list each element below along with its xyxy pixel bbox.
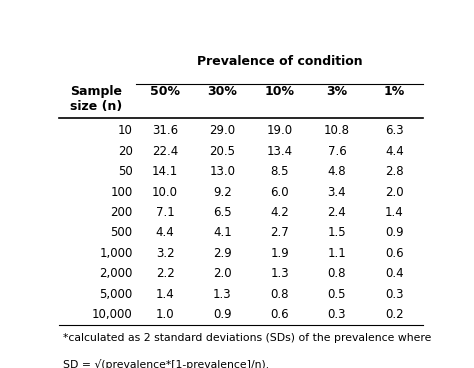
Text: 2.7: 2.7 [270, 226, 289, 239]
Text: 14.1: 14.1 [152, 165, 178, 178]
Text: 100: 100 [110, 185, 133, 199]
Text: 22.4: 22.4 [152, 145, 178, 158]
Text: 3%: 3% [327, 85, 347, 98]
Text: 0.5: 0.5 [328, 287, 346, 301]
Text: 4.2: 4.2 [270, 206, 289, 219]
Text: 2.0: 2.0 [385, 185, 403, 199]
Text: Sample
size (n): Sample size (n) [70, 85, 122, 113]
Text: 29.0: 29.0 [210, 124, 236, 137]
Text: 31.6: 31.6 [152, 124, 178, 137]
Text: 4.4: 4.4 [385, 145, 404, 158]
Text: 8.5: 8.5 [270, 165, 289, 178]
Text: 6.3: 6.3 [385, 124, 403, 137]
Text: 20: 20 [118, 145, 133, 158]
Text: 1.5: 1.5 [328, 226, 346, 239]
Text: 0.3: 0.3 [385, 287, 403, 301]
Text: SD = √(prevalence*[1-prevalence]/n).: SD = √(prevalence*[1-prevalence]/n). [63, 359, 269, 368]
Text: 0.3: 0.3 [328, 308, 346, 321]
Text: *calculated as 2 standard deviations (SDs) of the prevalence where: *calculated as 2 standard deviations (SD… [63, 333, 431, 343]
Text: 50%: 50% [150, 85, 180, 98]
Text: 5,000: 5,000 [100, 287, 133, 301]
Text: 0.6: 0.6 [385, 247, 403, 260]
Text: 1.3: 1.3 [213, 287, 232, 301]
Text: 6.5: 6.5 [213, 206, 232, 219]
Text: 0.8: 0.8 [328, 267, 346, 280]
Text: Prevalence of condition: Prevalence of condition [197, 56, 363, 68]
Text: 1.1: 1.1 [328, 247, 346, 260]
Text: 0.8: 0.8 [270, 287, 289, 301]
Text: 4.1: 4.1 [213, 226, 232, 239]
Text: 2.0: 2.0 [213, 267, 232, 280]
Text: 7.1: 7.1 [155, 206, 174, 219]
Text: 3.4: 3.4 [328, 185, 346, 199]
Text: 1.4: 1.4 [155, 287, 174, 301]
Text: 10%: 10% [264, 85, 295, 98]
Text: 50: 50 [118, 165, 133, 178]
Text: 1.4: 1.4 [385, 206, 404, 219]
Text: 200: 200 [110, 206, 133, 219]
Text: 2.8: 2.8 [385, 165, 403, 178]
Text: 0.4: 0.4 [385, 267, 403, 280]
Text: 13.4: 13.4 [266, 145, 293, 158]
Text: 3.2: 3.2 [156, 247, 174, 260]
Text: 20.5: 20.5 [210, 145, 236, 158]
Text: 1.3: 1.3 [270, 267, 289, 280]
Text: 9.2: 9.2 [213, 185, 232, 199]
Text: 2,000: 2,000 [100, 267, 133, 280]
Text: 2.9: 2.9 [213, 247, 232, 260]
Text: 10.8: 10.8 [324, 124, 350, 137]
Text: 19.0: 19.0 [266, 124, 293, 137]
Text: 10,000: 10,000 [92, 308, 133, 321]
Text: 2.4: 2.4 [328, 206, 346, 219]
Text: 500: 500 [110, 226, 133, 239]
Text: 10.0: 10.0 [152, 185, 178, 199]
Text: 6.0: 6.0 [270, 185, 289, 199]
Text: 1%: 1% [383, 85, 405, 98]
Text: 13.0: 13.0 [210, 165, 236, 178]
Text: 4.4: 4.4 [155, 226, 174, 239]
Text: 1.0: 1.0 [156, 308, 174, 321]
Text: 30%: 30% [208, 85, 237, 98]
Text: 0.9: 0.9 [213, 308, 232, 321]
Text: 2.2: 2.2 [155, 267, 174, 280]
Text: 0.9: 0.9 [385, 226, 403, 239]
Text: 4.8: 4.8 [328, 165, 346, 178]
Text: 1,000: 1,000 [100, 247, 133, 260]
Text: 10: 10 [118, 124, 133, 137]
Text: 0.6: 0.6 [270, 308, 289, 321]
Text: 7.6: 7.6 [328, 145, 346, 158]
Text: 0.2: 0.2 [385, 308, 403, 321]
Text: 1.9: 1.9 [270, 247, 289, 260]
